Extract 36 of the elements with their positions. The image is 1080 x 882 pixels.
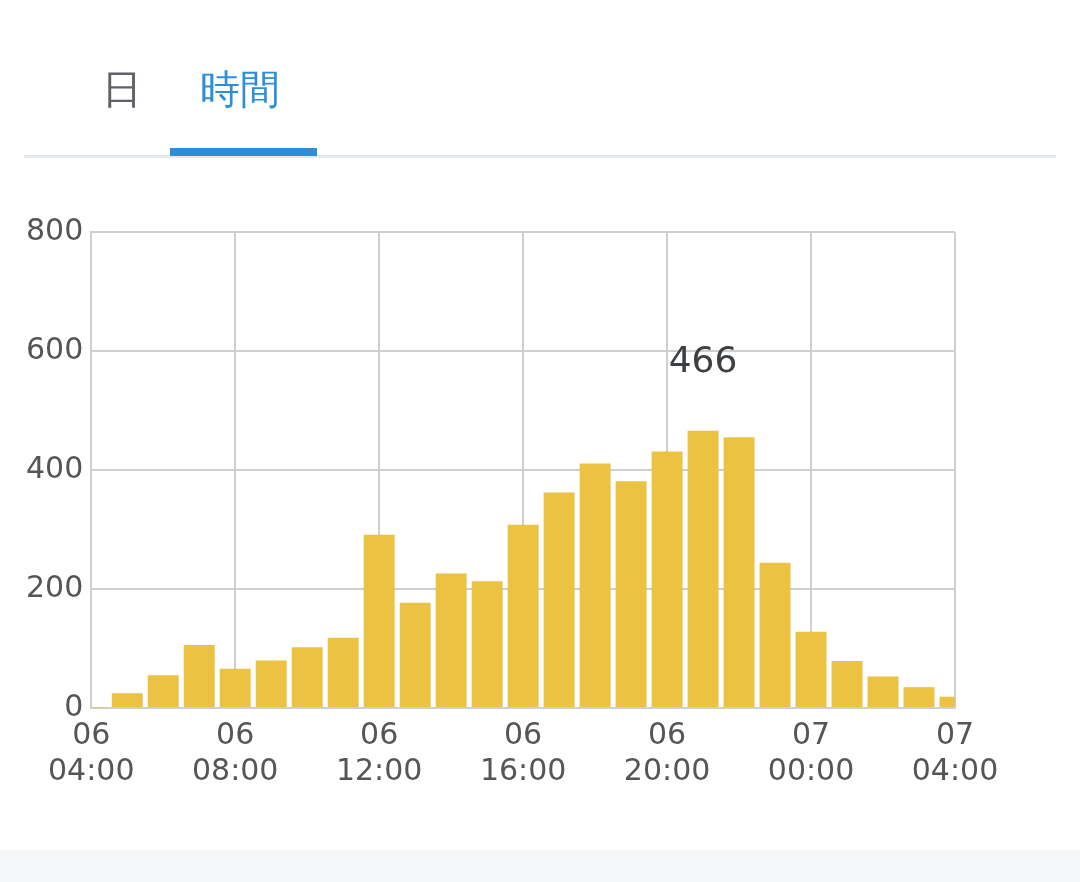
bar [147,675,179,707]
bar [543,492,575,707]
y-tick-label: 400 [26,449,84,485]
bar [759,562,791,707]
text: 日 [102,65,142,114]
bar [795,631,827,707]
bar [291,647,323,707]
bar [867,676,899,707]
y-tick-label: 800 [26,211,84,247]
bar [435,573,467,707]
bar [651,451,683,707]
bar [903,687,935,707]
x-tick-label: 07 04:00 [911,715,999,787]
bar [579,463,611,707]
bar [471,581,503,707]
text: 時間 [200,65,280,114]
x-tick-label: 06 08:00 [191,715,279,787]
x-tick-label: 06 16:00 [479,715,567,787]
bar [615,481,647,707]
bar [255,660,287,707]
bar [327,637,359,707]
bar [507,524,539,707]
data-label: 466 [668,339,738,381]
bar [363,534,395,707]
bar [111,693,143,707]
bar [219,668,251,707]
bar [723,437,755,707]
bar [831,661,863,707]
x-tick-label: 07 00:00 [767,715,855,787]
x-tick-label: 06 20:00 [623,715,711,787]
y-tick-label: 600 [26,330,84,366]
bar [183,644,215,707]
bar [687,430,719,707]
y-tick-label: 200 [26,568,84,604]
bar [399,602,431,707]
x-tick-label: 06 12:00 [335,715,423,787]
